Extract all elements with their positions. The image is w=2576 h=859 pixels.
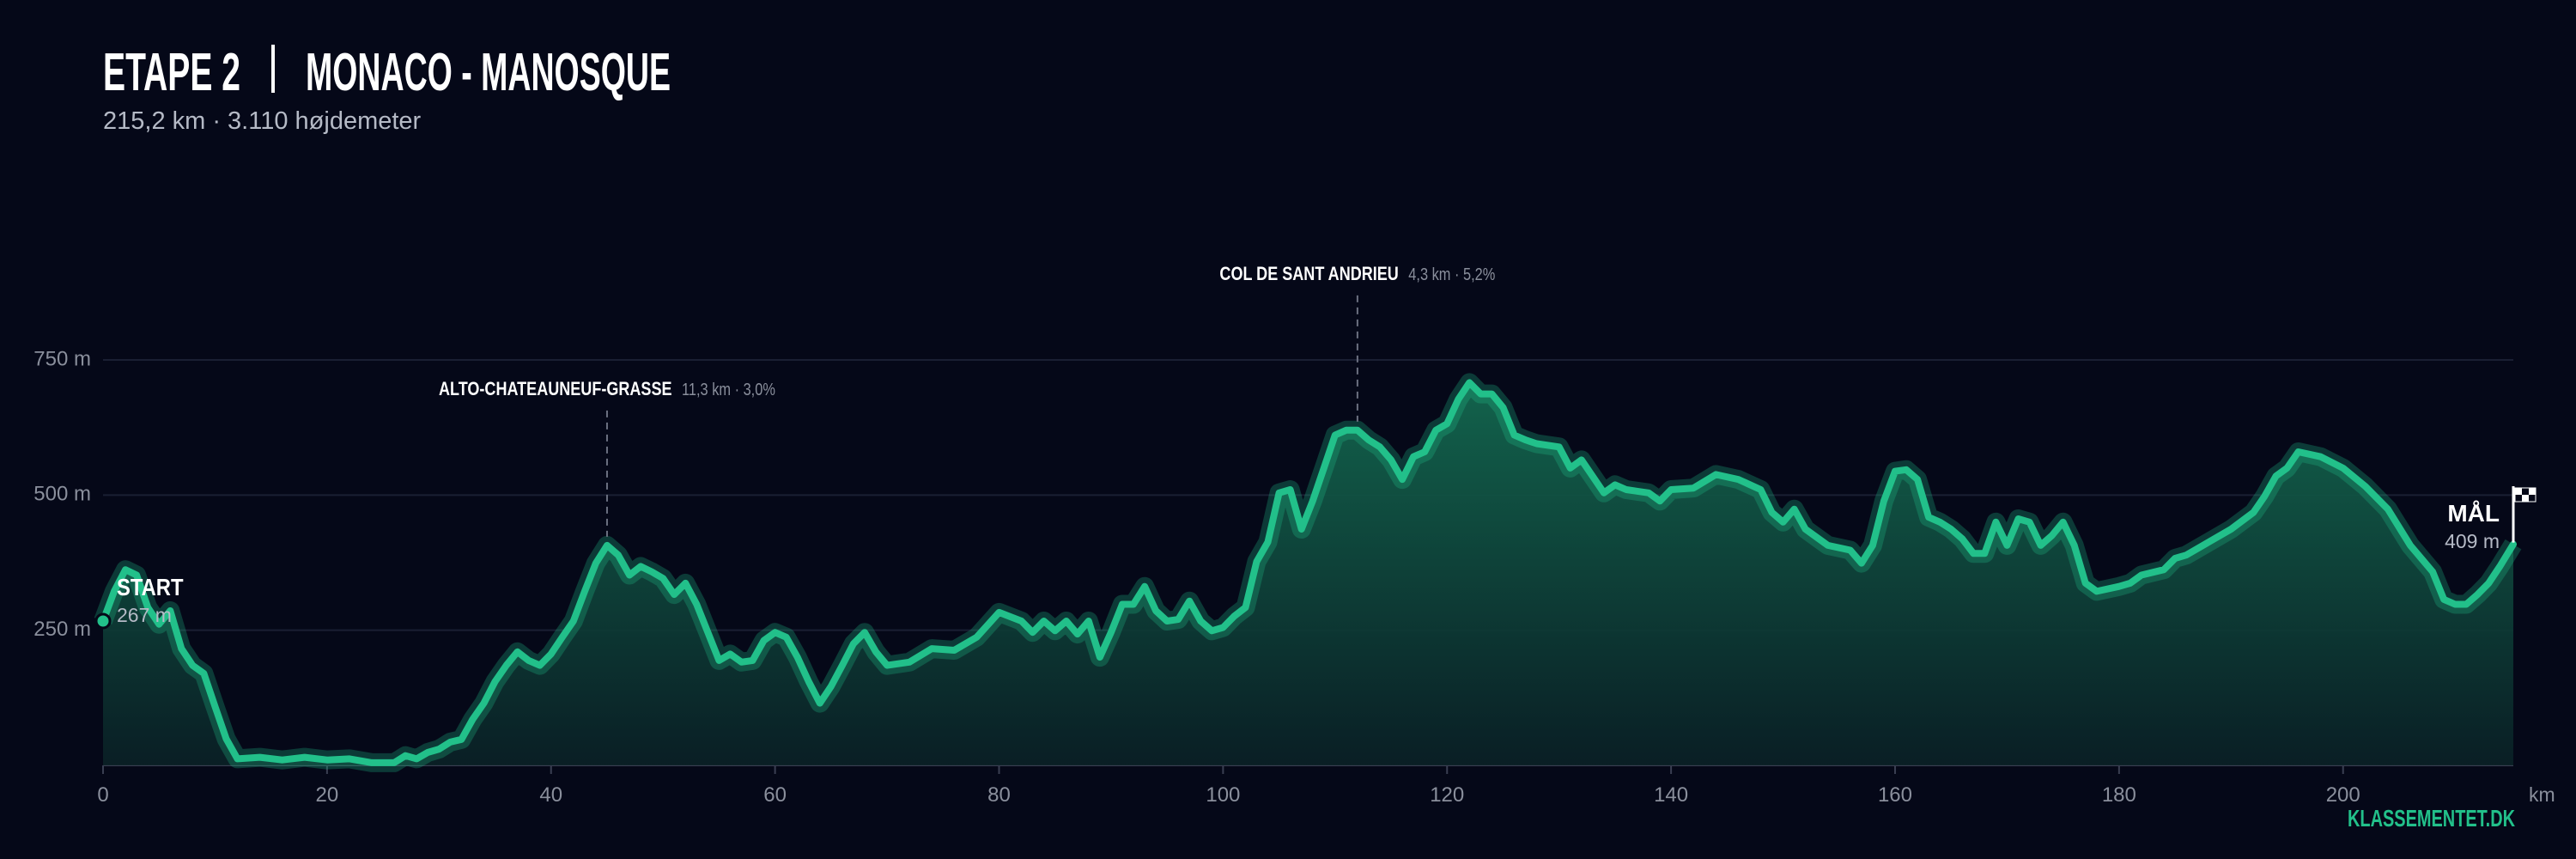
x-tick-label: 60 xyxy=(763,783,787,807)
stage-title: ETAPE 2 xyxy=(103,43,240,102)
climb-label: COL DE SANT ANDRIEU 4,3 km · 5,2% xyxy=(1219,264,1495,284)
y-tick-label: 500 m xyxy=(33,483,91,506)
x-tick-label: 160 xyxy=(1878,783,1912,807)
finish-flag-square xyxy=(2515,495,2522,502)
start-label: START xyxy=(117,573,184,600)
finish-flag-square xyxy=(2522,488,2529,495)
x-tick-label: 180 xyxy=(2102,783,2136,807)
subtitle: 215,2 km · 3.110 højdemeter xyxy=(103,107,422,135)
climb-text: ALTO-CHATEAUNEUF-GRASSE 11,3 km · 3,0% xyxy=(439,379,775,399)
climb-label: ALTO-CHATEAUNEUF-GRASSE 11,3 km · 3,0% xyxy=(439,379,775,399)
x-tick-label: 0 xyxy=(97,783,108,807)
climb-detail: 4,3 km · 5,2% xyxy=(1408,264,1495,283)
plot: 250 m 500 m 750 m 0 20 40 60 80 100 120 140 160 180 2… xyxy=(33,264,2537,807)
y-tick-label: 250 m xyxy=(33,618,91,641)
climb-name: COL DE SANT ANDRIEU xyxy=(1219,264,1398,284)
brand: KLASSEMENTET.DK xyxy=(2348,805,2515,832)
route-title: MONACO - MANOSQUE xyxy=(306,43,671,102)
x-tick-label: 80 xyxy=(987,783,1011,807)
finish-flag-border xyxy=(2514,487,2537,503)
x-tick-label: 200 xyxy=(2326,783,2360,807)
x-tick-label: 120 xyxy=(1430,783,1464,807)
finish-label: MÅL xyxy=(2447,500,2500,527)
y-tick-label: 750 m xyxy=(33,347,91,370)
elevation-area xyxy=(103,382,2513,765)
start-elevation: 267 m xyxy=(117,604,172,626)
climb-name: ALTO-CHATEAUNEUF-GRASSE xyxy=(439,379,671,399)
x-tick-label: 140 xyxy=(1654,783,1688,807)
climb-detail: 11,3 km · 3,0% xyxy=(682,379,775,399)
x-unit: km xyxy=(2529,783,2555,806)
elevation-line xyxy=(100,379,2517,766)
climb-text: COL DE SANT ANDRIEU 4,3 km · 5,2% xyxy=(1219,264,1495,284)
finish-elevation: 409 m xyxy=(2445,530,2500,552)
start-dot xyxy=(94,612,112,630)
finish-flag-square xyxy=(2522,495,2529,502)
finish-flag-square xyxy=(2515,488,2522,495)
x-tick-label: 20 xyxy=(316,783,339,807)
finish-flag-square xyxy=(2529,495,2536,502)
finish-flag-square xyxy=(2529,488,2536,495)
x-tick-label: 40 xyxy=(539,783,562,807)
x-tick-label: 100 xyxy=(1206,783,1240,807)
